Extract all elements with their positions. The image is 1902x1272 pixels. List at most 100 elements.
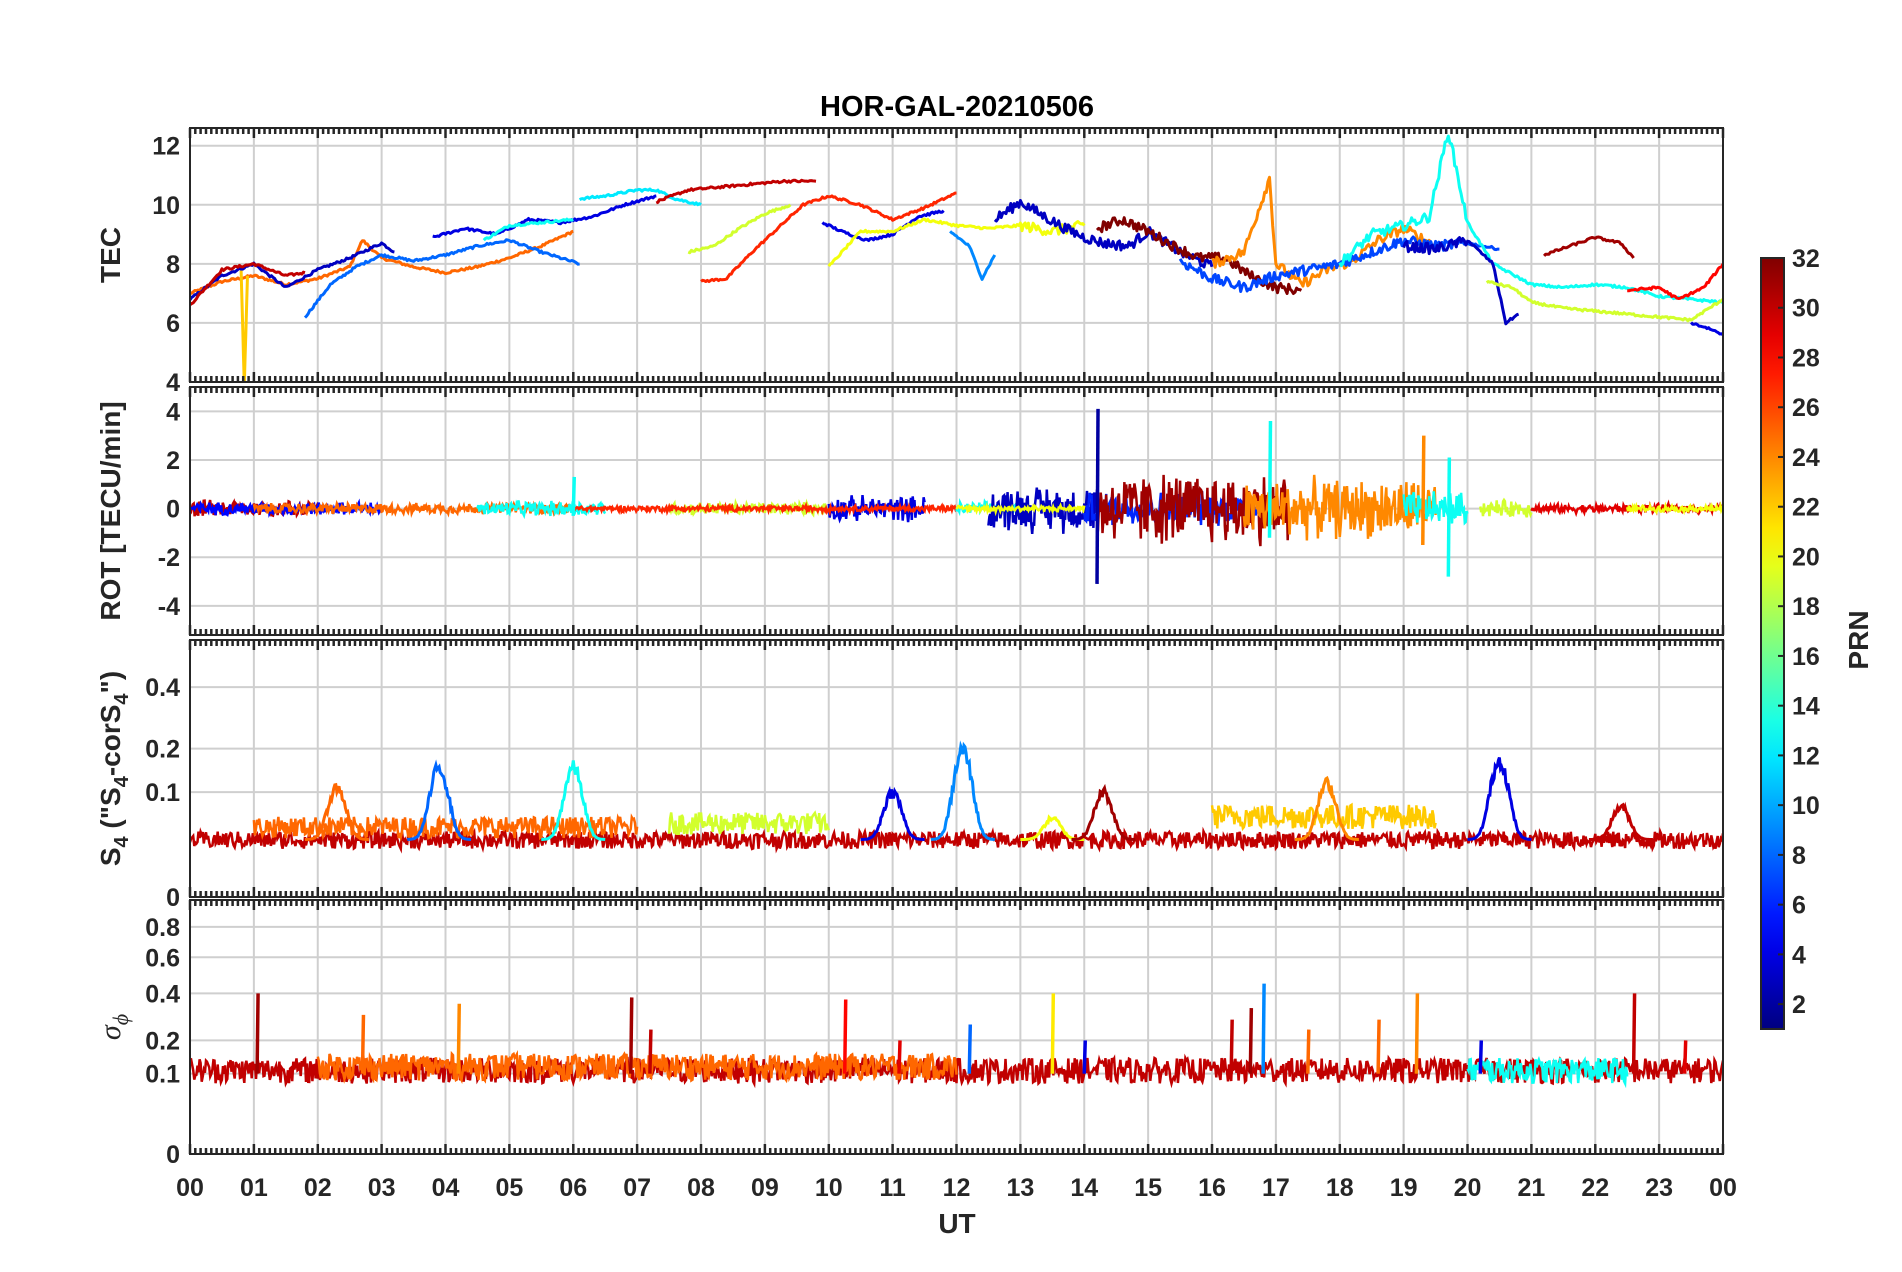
y-tick-label: 0 — [166, 884, 180, 912]
panel-1: 4 6 8 10 12 TEC — [95, 127, 1725, 397]
spike-prn-31 — [255, 993, 260, 1074]
colorbar-tick-label: 28 — [1792, 344, 1820, 372]
series-group — [190, 740, 1723, 854]
series-prn-12 — [578, 187, 702, 207]
x-axis: 00 01 02 03 04 05 06 07 08 09 10 11 12 13 14 15 16 17 18 19… — [176, 1174, 1737, 1202]
bump-prn-4 — [860, 785, 925, 841]
series-prn-27 — [572, 501, 958, 517]
colorbar-tick-label: 10 — [1792, 792, 1820, 820]
y-tick-label: 4 — [166, 398, 180, 426]
x-tick-label: 20 — [1454, 1174, 1482, 1202]
y-tick-label: 0.2 — [145, 1027, 180, 1055]
bump-prn-9 — [930, 740, 995, 841]
spike-prn-29 — [897, 1040, 902, 1074]
y-axis-title: σϕ — [94, 1014, 133, 1040]
y-tick-label: 2 — [166, 447, 180, 475]
x-tick-label: 08 — [687, 1174, 715, 1202]
colorbar-tick-label: 14 — [1792, 693, 1820, 721]
x-tick-label: 12 — [943, 1174, 971, 1202]
y-tick-label: 6 — [166, 310, 180, 338]
series-prn-20 — [827, 217, 1086, 268]
x-tick-label: 16 — [1198, 1174, 1226, 1202]
colorbar-tick-label: 6 — [1792, 892, 1806, 920]
bump-prn-24 — [1295, 775, 1359, 841]
y-tick-label: 0.8 — [145, 914, 180, 942]
x-tick-label: 19 — [1390, 1174, 1418, 1202]
y-axis-title: S4 ("S4-corS4") — [95, 671, 133, 866]
y-tick-label: 0.1 — [145, 1061, 180, 1089]
spike-prn-31 — [1248, 1008, 1254, 1074]
spike-prn-4 — [1478, 1040, 1484, 1074]
y-tick-label: 10 — [152, 192, 180, 220]
y-tick-label: 0 — [166, 496, 180, 524]
series-prn-4 — [432, 194, 657, 238]
y-tick-label: 0 — [166, 1141, 180, 1169]
x-tick-label: 00 — [1709, 1174, 1737, 1202]
spike-prn-28 — [842, 999, 848, 1074]
series-prn-13 — [1338, 134, 1723, 305]
series-prn-20 — [955, 502, 1086, 517]
series-prn-3 — [993, 199, 1214, 269]
panel-3: 0 0.1 0.2 0.4 S4 ("S4-corS4") — [95, 639, 1725, 912]
series-prn-30 — [190, 262, 306, 306]
series-prn-19 — [1485, 280, 1723, 323]
spike-prn-24 — [1414, 993, 1420, 1074]
series-prn-9 — [949, 230, 997, 281]
colorbar-tick-label: 32 — [1792, 245, 1820, 273]
spike-prn-31 — [628, 997, 634, 1074]
series-prn-13 — [1402, 491, 1469, 526]
x-tick-label: 09 — [751, 1174, 779, 1202]
y-tick-label: 0.2 — [145, 736, 180, 764]
series-prn-13 — [482, 217, 574, 242]
bump-prn-25 — [305, 782, 369, 841]
x-tick-label: 23 — [1645, 1174, 1673, 1202]
series-prn-19 — [1479, 497, 1533, 519]
spike-prn-4 — [1082, 1040, 1087, 1074]
series-prn-27 — [700, 191, 957, 284]
panel-2: -4 -2 0 2 4 ROT [TECU/min] — [95, 386, 1725, 636]
bump-prn-13 — [541, 760, 606, 841]
tick-marks — [188, 640, 1725, 897]
y-tick-label: 8 — [166, 251, 180, 279]
spike-prn-13 — [1446, 457, 1452, 577]
spike-prn-13 — [571, 476, 576, 516]
x-tick-label: 13 — [1006, 1174, 1034, 1202]
panels: 4 6 8 10 12 TEC -4 -2 0 2 4 ROT [TECU/min] 0 0.1 0.2 0.… — [94, 127, 1725, 1169]
x-tick-label: 17 — [1262, 1174, 1290, 1202]
series-prn-30 — [655, 178, 817, 205]
series-group — [190, 134, 1723, 382]
spike-prn-8 — [967, 1024, 973, 1074]
series-prn-3 — [1402, 236, 1520, 326]
series-prn-25 — [190, 229, 574, 295]
bump-prn-8 — [407, 759, 472, 841]
series-prn-8 — [303, 238, 580, 319]
x-tick-label: 18 — [1326, 1174, 1354, 1202]
series-prn-4 — [1690, 321, 1723, 337]
x-tick-label: 05 — [495, 1174, 523, 1202]
spike-prn-29 — [1682, 1040, 1688, 1074]
x-tick-label: 06 — [559, 1174, 587, 1202]
bump-prn-30 — [1588, 801, 1653, 841]
y-tick-label: 0.4 — [145, 980, 180, 1008]
colorbar-scale — [1760, 257, 1785, 1030]
y-tick-label: 0.1 — [145, 779, 180, 807]
series-prn-13 — [1466, 1056, 1629, 1089]
y-axis-title: ROT [TECU/min] — [95, 401, 126, 620]
colorbar-title: PRN — [1843, 610, 1874, 669]
series-prn-31 — [1543, 235, 1635, 259]
series-prn-31 — [1095, 474, 1290, 547]
tick-marks — [188, 128, 1725, 382]
colorbar-tick-label: 12 — [1792, 742, 1820, 770]
bump-prn-31 — [1071, 783, 1136, 841]
x-tick-label: 00 — [176, 1174, 204, 1202]
colorbar-tick-label: 16 — [1792, 643, 1820, 671]
y-tick-label: 0.6 — [145, 944, 180, 972]
y-tick-label: 4 — [166, 369, 180, 397]
tick-marks — [188, 900, 1725, 1154]
y-tick-label: -4 — [158, 593, 180, 621]
spike-prn-30 — [648, 1029, 653, 1074]
series-group — [190, 983, 1723, 1089]
colorbar-tick-label: 4 — [1792, 941, 1806, 969]
x-tick-label: 02 — [304, 1174, 332, 1202]
